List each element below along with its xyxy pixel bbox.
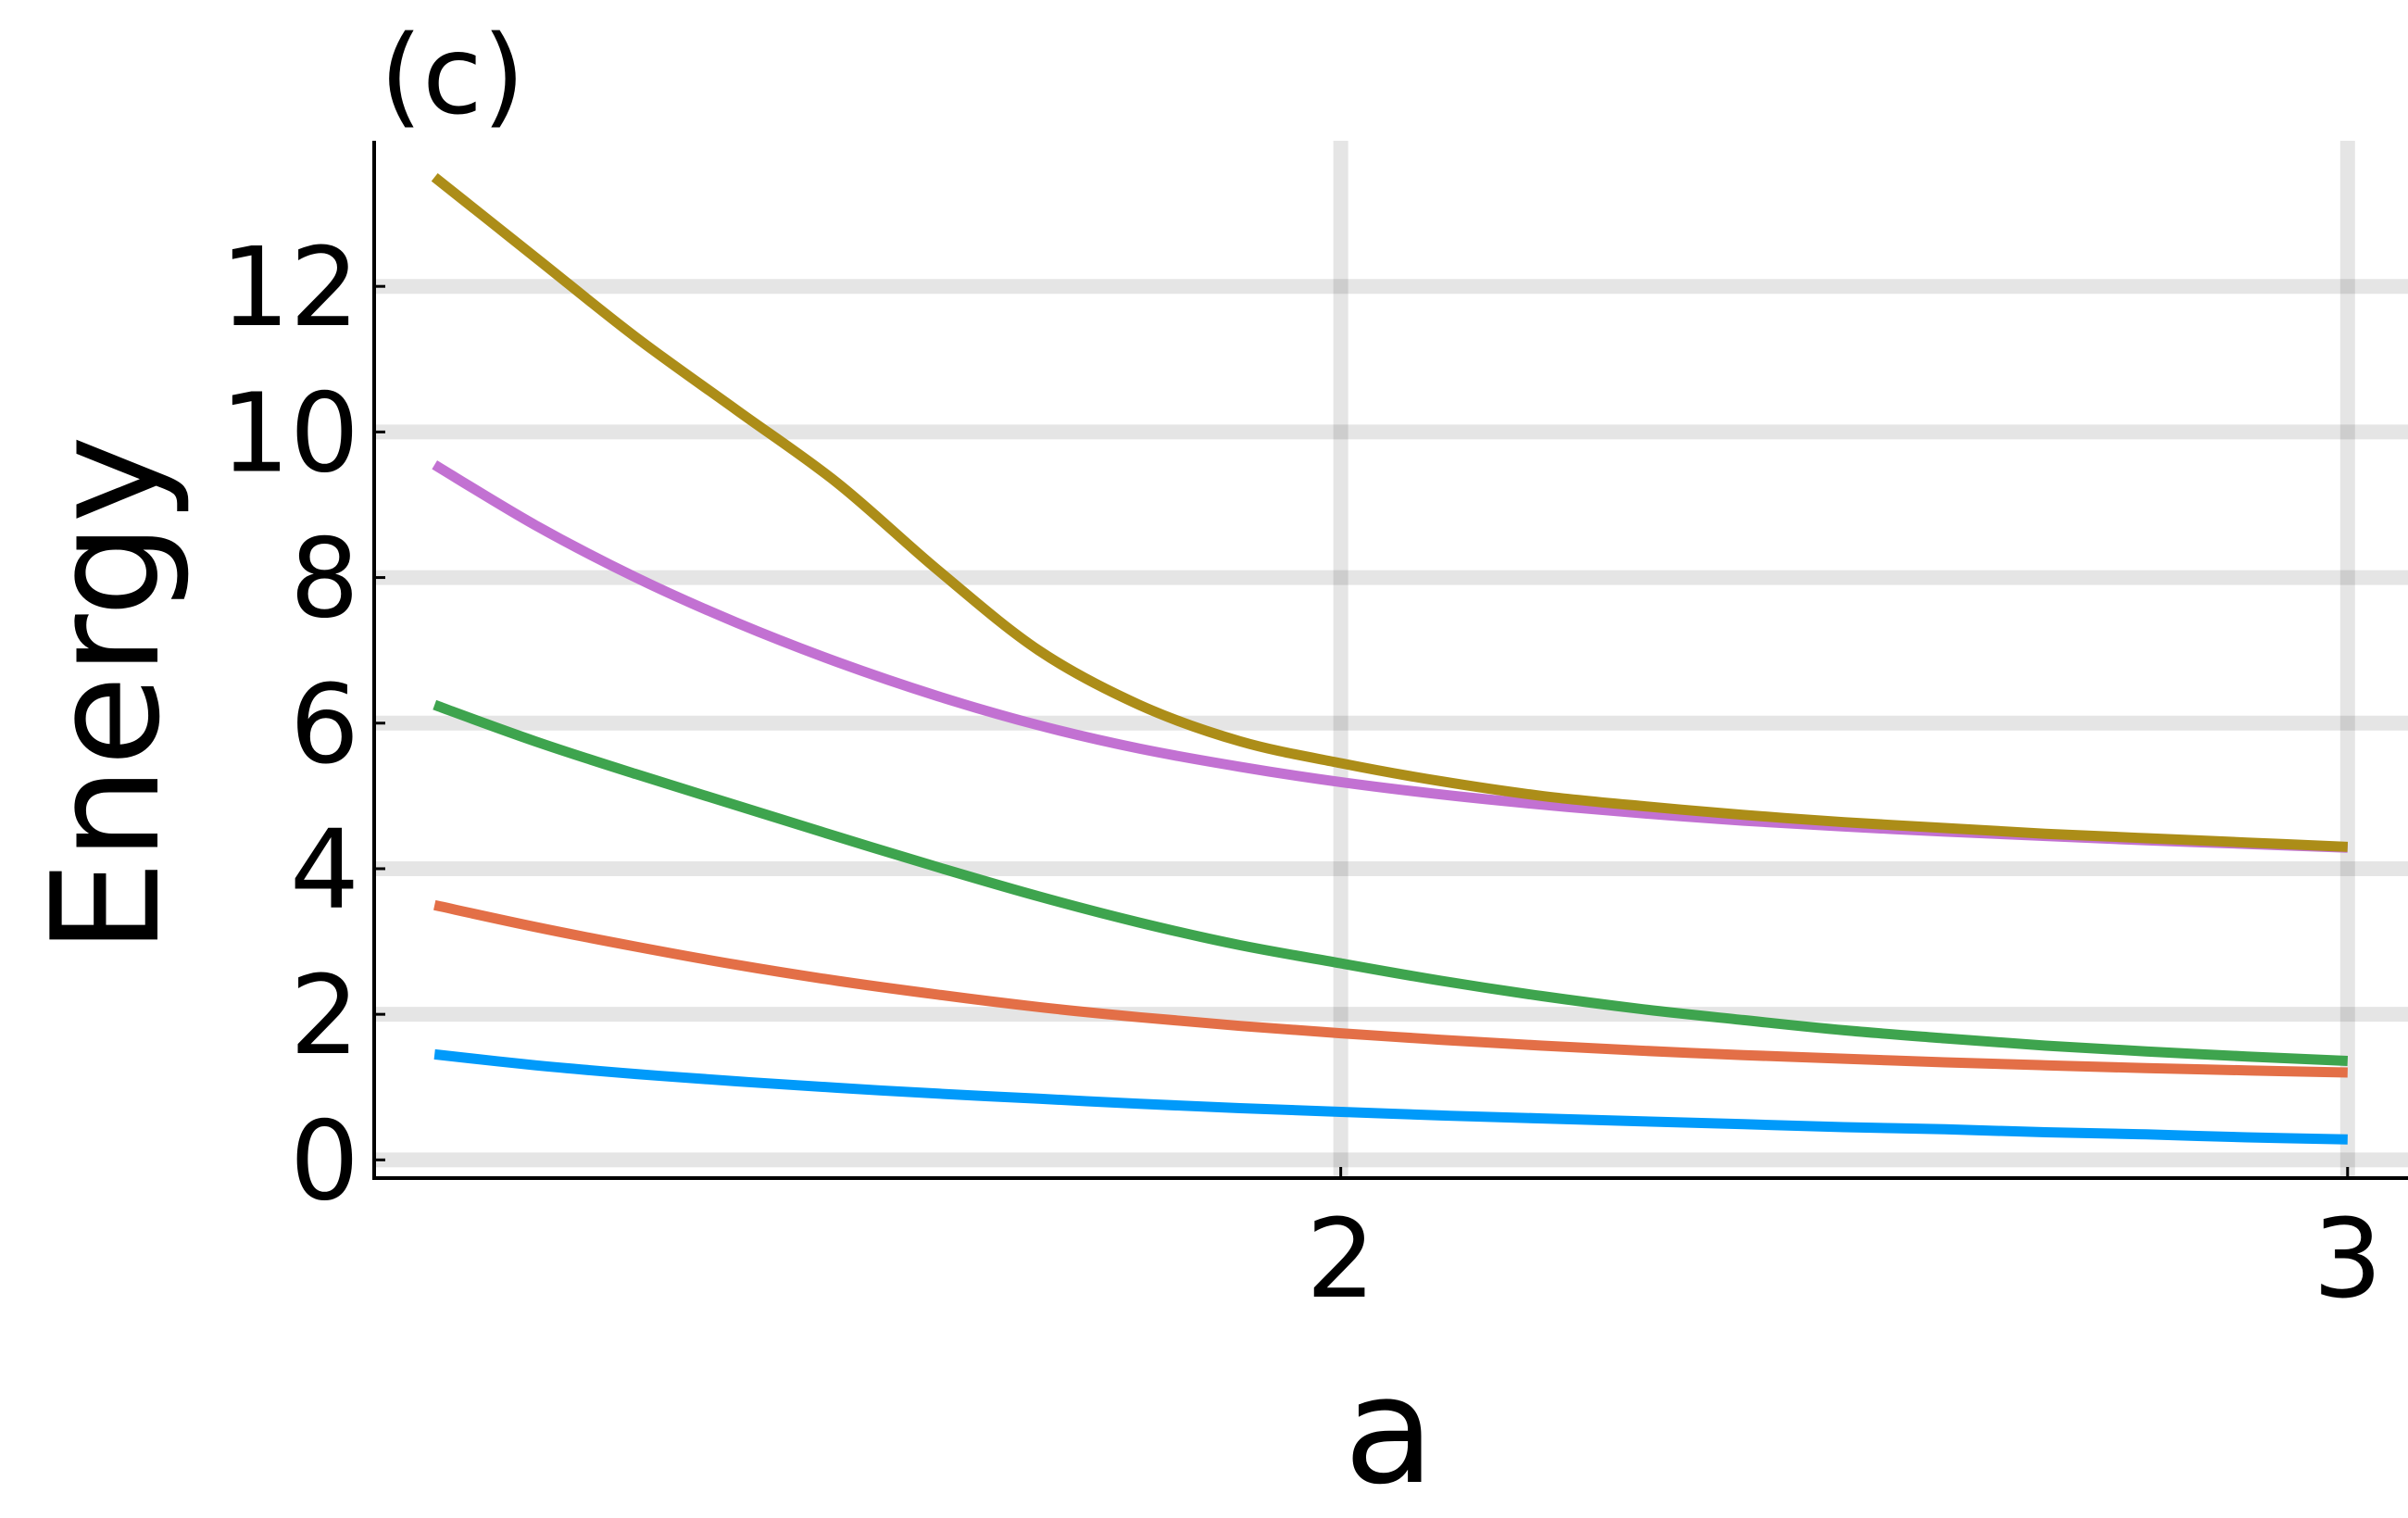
panel-label: (c) (380, 11, 525, 139)
series-line-3 (433, 699, 2349, 1066)
series-line-1 (433, 1048, 2348, 1145)
series-line-4 (432, 460, 2349, 853)
axes (372, 141, 2408, 1180)
y-tick-label: 12 (220, 223, 359, 351)
x-tick-label: 3 (2313, 1195, 2382, 1323)
series-lines (431, 172, 2349, 1145)
x-tick-label: 2 (1306, 1195, 1375, 1323)
x-axis-title: a (1344, 1344, 1435, 1517)
gridlines (374, 141, 2408, 1178)
y-tick-label: 4 (290, 806, 359, 934)
series-line-5 (431, 172, 2349, 852)
tick-labels: 0 2 4 6 8 10 12 2 3 (220, 223, 2382, 1323)
y-tick-label: 6 (290, 660, 359, 788)
y-tick-label: 0 (290, 1097, 359, 1224)
y-tick-label: 2 (290, 951, 359, 1079)
y-axis-title: Energy (19, 435, 193, 954)
y-tick-label: 10 (220, 369, 359, 496)
series-line-2 (433, 899, 2348, 1078)
y-tick-label: 8 (290, 515, 359, 643)
